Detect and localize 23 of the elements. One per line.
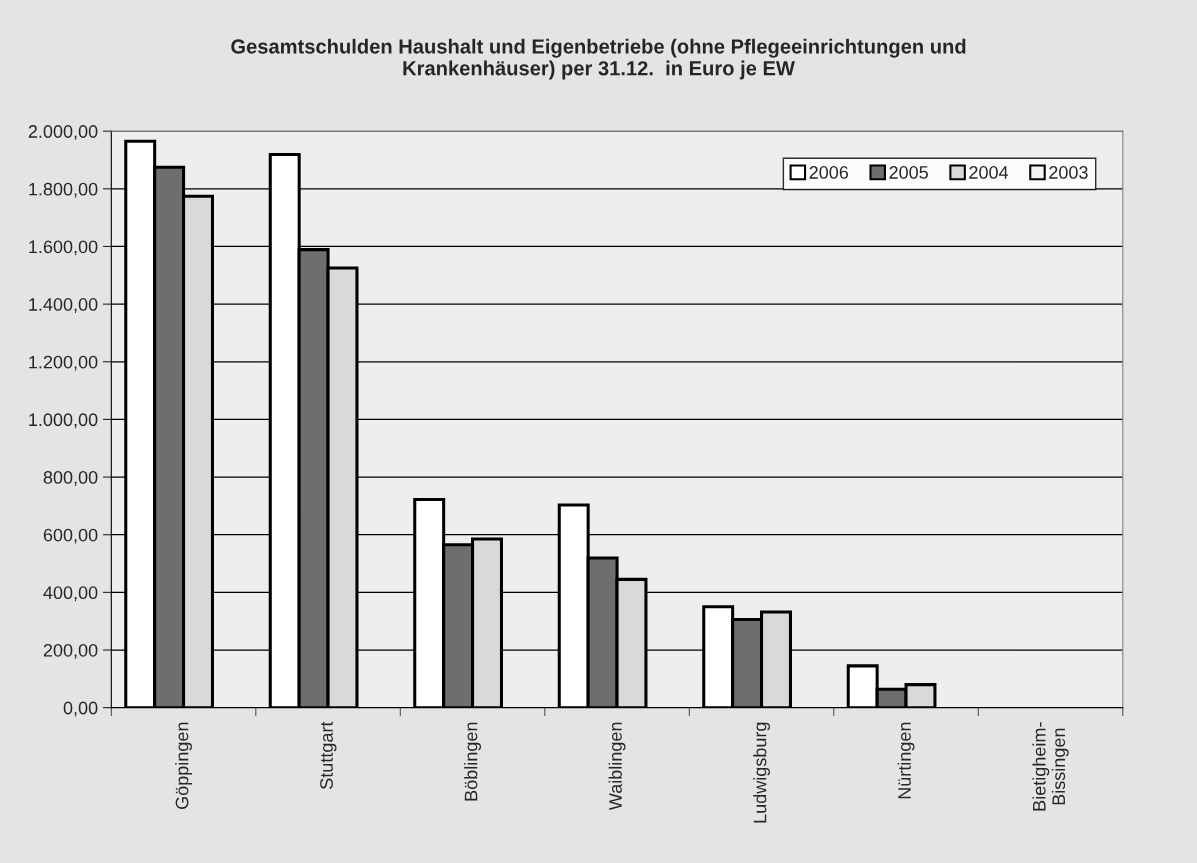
x-tick-label: Bietigheim- Bissingen — [1032, 722, 1069, 811]
x-tick-label: Nürtingen — [897, 722, 915, 799]
y-tick-label: 600,00 — [43, 528, 98, 544]
y-tick-label: 1.200,00 — [29, 355, 98, 371]
y-tick-label: 400,00 — [43, 586, 98, 602]
x-tick-label: Stuttgart — [320, 721, 337, 789]
y-tick-label: 1.600,00 — [29, 240, 98, 256]
x-tick-label: Ludwigsburg — [753, 722, 770, 823]
y-tick-label: 0,00 — [63, 701, 98, 717]
y-tick-label: 2.000,00 — [28, 125, 98, 141]
x-tick-label: Göppingen — [175, 722, 192, 809]
legend-label: 2003 — [1049, 166, 1088, 179]
chart-title: Gesamtschulden Haushalt und Eigenbetriebe (ohne Pflegeeinrichtungen und Krankenhäuser) per 31.12. in Euro je EW — [231, 38, 966, 80]
y-tick-label: 200,00 — [43, 643, 98, 659]
y-tick-label: 1.800,00 — [29, 182, 98, 198]
x-tick-label: Böblingen — [464, 722, 481, 801]
legend-label: 2005 — [889, 166, 928, 179]
x-tick-label: Waiblingen — [608, 722, 626, 811]
y-tick-label: 800,00 — [43, 471, 98, 486]
y-tick-label: 1.000,00 — [29, 413, 98, 429]
y-tick-label: 1.400,00 — [29, 298, 98, 313]
legend-label: 2006 — [809, 166, 849, 179]
legend-label: 2004 — [969, 166, 1009, 179]
